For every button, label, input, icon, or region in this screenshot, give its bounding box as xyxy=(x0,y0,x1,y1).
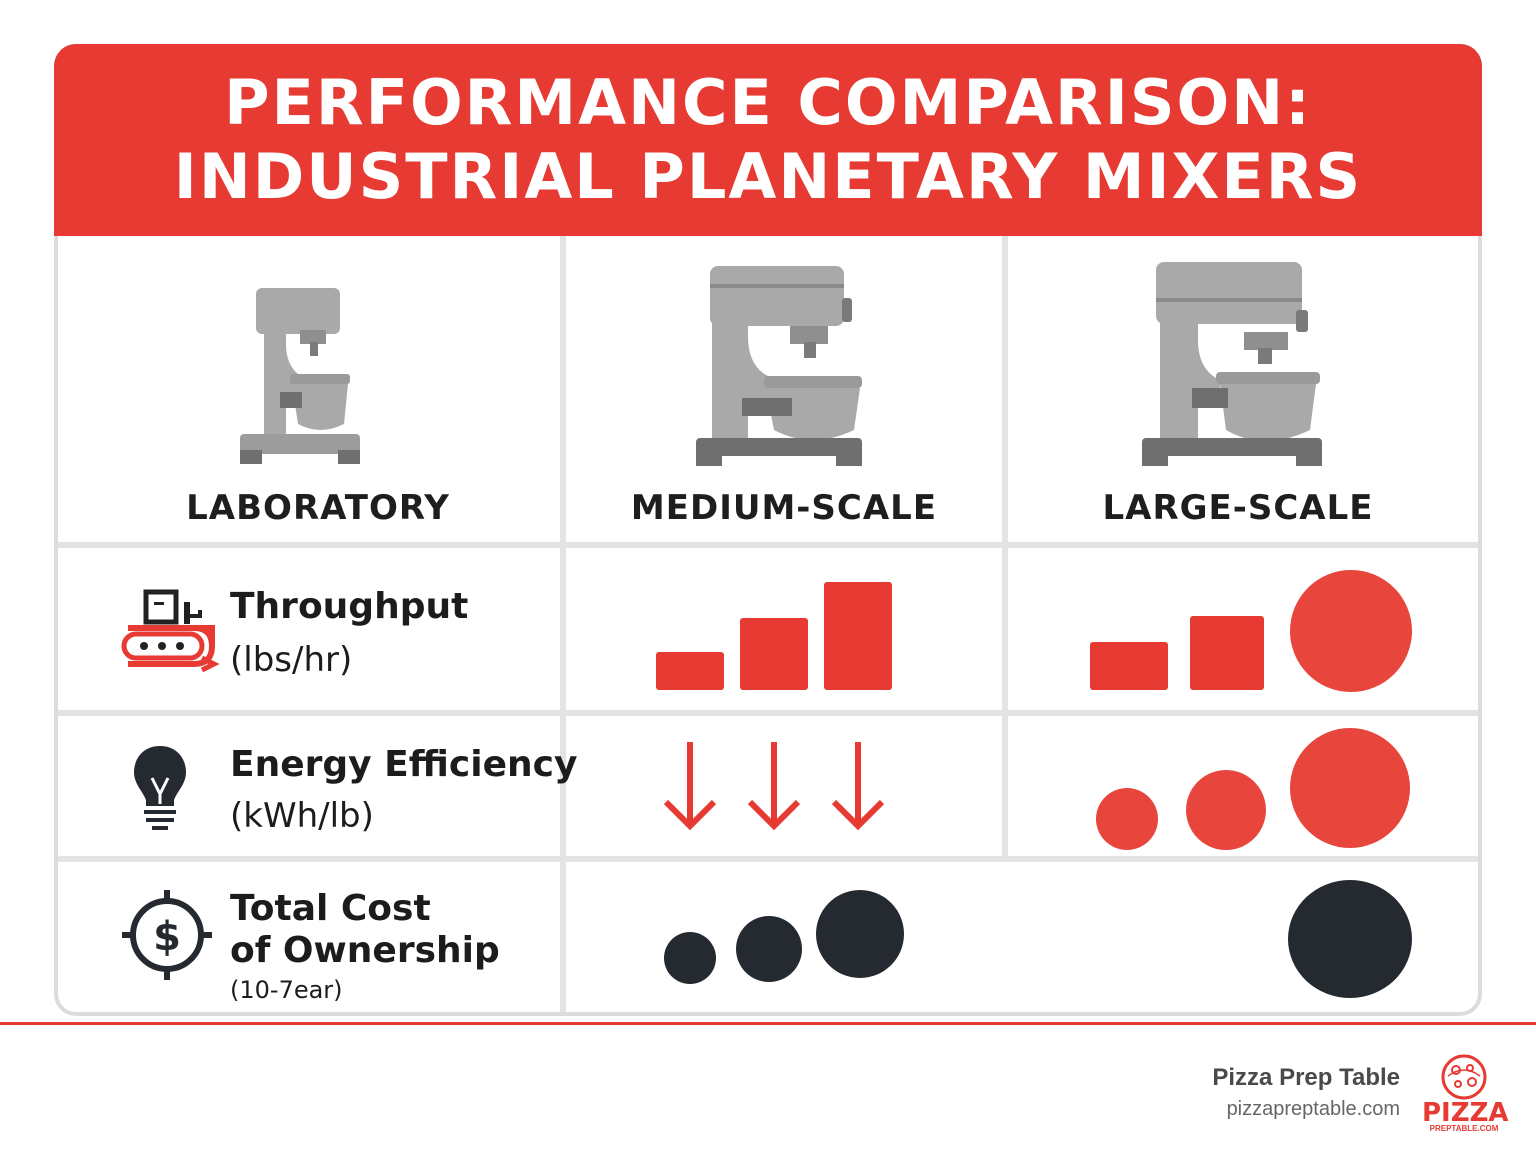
grid-divider xyxy=(58,710,1478,716)
cost-circle-medium xyxy=(736,916,802,982)
lightbulb-icon xyxy=(134,746,186,830)
title-banner: PERFORMANCE COMPARISON: INDUSTRIAL PLANE… xyxy=(54,44,1482,236)
stand-mixer-small-icon xyxy=(240,288,360,464)
conveyor-icon xyxy=(121,589,220,673)
brand-url[interactable]: pizzapreptable.com xyxy=(1226,1098,1400,1120)
down-arrow-icon xyxy=(663,742,717,831)
throughput-bar-large xyxy=(824,582,892,690)
stand-mixer-large-icon xyxy=(1142,262,1322,466)
tier-label-large-scale: LARGE-SCALE xyxy=(1102,488,1374,528)
down-arrow-icon xyxy=(747,742,801,831)
logo-sub: PREPTABLE.COM xyxy=(1429,1124,1499,1133)
energy-circle-small xyxy=(1096,788,1158,850)
metric-title-throughput: Throughput xyxy=(230,586,469,627)
cost-circle-large xyxy=(816,890,904,978)
tier-label-medium-scale: MEDIUM-SCALE xyxy=(630,488,938,528)
throughput-block-medium xyxy=(1190,616,1264,690)
energy-circle-medium xyxy=(1186,770,1266,850)
tier-label-laboratory: LABORATORY xyxy=(186,488,450,528)
throughput-block-small xyxy=(1090,642,1168,690)
throughput-circle-large xyxy=(1290,570,1412,692)
title-line-2: INDUSTRIAL PLANETARY MIXERS xyxy=(173,140,1363,213)
pizza-logo-icon xyxy=(1441,1054,1487,1100)
throughput-bar-small xyxy=(656,652,724,690)
logo-word: PIZZA xyxy=(1422,1098,1509,1128)
metric-unit-energy: (kWh/lb) xyxy=(230,796,374,836)
down-arrow-icon xyxy=(831,742,885,831)
cost-circle-small xyxy=(664,932,716,984)
cost-circle-xlarge xyxy=(1288,880,1412,998)
metric-title-cost-line2: of Ownership xyxy=(230,930,500,971)
energy-circle-large xyxy=(1290,728,1410,848)
metric-title-cost-line1: Total Cost xyxy=(230,888,431,929)
brand-name: Pizza Prep Table xyxy=(1212,1064,1400,1091)
dollar-target-icon: $ xyxy=(122,890,212,980)
grid-divider xyxy=(58,542,1478,548)
grid-divider xyxy=(560,236,566,1012)
title-line-1: PERFORMANCE COMPARISON: xyxy=(224,66,1312,139)
metric-unit-cost: (10-7ear) xyxy=(230,976,343,1004)
metric-unit-throughput: (lbs/hr) xyxy=(230,640,353,680)
metric-title-energy: Energy Efficiency xyxy=(230,744,578,785)
throughput-bar-medium xyxy=(740,618,808,690)
grid-divider xyxy=(58,856,1478,862)
stand-mixer-medium-icon xyxy=(696,266,862,466)
svg-text:$: $ xyxy=(153,914,181,960)
footer-divider xyxy=(0,1022,1536,1025)
